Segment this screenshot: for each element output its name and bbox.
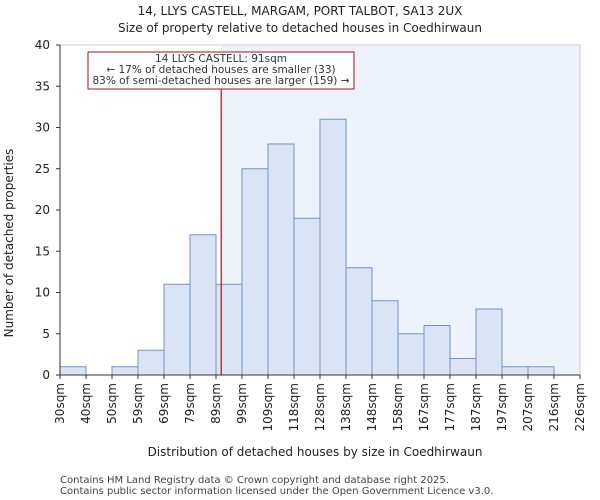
annotation-line-1: 14 LLYS CASTELL: 91sqm	[155, 53, 287, 65]
y-tick-label: 40	[35, 38, 50, 52]
annotation-line-2: ← 17% of detached houses are smaller (33…	[106, 64, 335, 76]
bar-118sqm	[293, 217, 321, 376]
x-tick-label: 187sqm	[469, 383, 483, 431]
bar-177sqm	[449, 358, 477, 376]
bar-109sqm	[267, 143, 295, 376]
x-tick-label: 40sqm	[79, 383, 93, 424]
y-tick-label: 5	[42, 327, 50, 341]
bar-30sqm	[59, 366, 87, 376]
y-tick-label: 20	[35, 203, 50, 217]
x-axis: 30sqm 40sqm 50sqm 59sqm 69sqm 79sqm 89sqm 99sqm…	[53, 374, 587, 431]
x-tick-label: 69sqm	[157, 383, 171, 424]
x-tick-label: 50sqm	[105, 383, 119, 424]
bar-187sqm	[475, 308, 503, 376]
x-tick-label: 109sqm	[261, 383, 275, 431]
y-axis: 0 5 10 15 20 25 30 35 40	[35, 38, 61, 382]
footer-line-2: Contains public sector information licen…	[60, 486, 493, 497]
bar-197sqm	[501, 366, 529, 376]
bar-89sqm	[215, 283, 243, 376]
x-tick-label: 158sqm	[391, 383, 405, 431]
x-tick-label: 207sqm	[521, 383, 535, 431]
annotation-box: 14 LLYS CASTELL: 91sqm ← 17% of detached…	[87, 51, 355, 90]
x-tick-label: 59sqm	[131, 383, 145, 424]
x-tick-label: 118sqm	[287, 383, 301, 431]
bars	[59, 118, 555, 376]
x-tick-label: 30sqm	[53, 383, 67, 424]
bar-158sqm	[397, 333, 425, 376]
x-tick-label: 79sqm	[183, 383, 197, 424]
x-tick-label: 226sqm	[573, 383, 587, 431]
y-axis-label: Number of detached properties	[2, 149, 16, 338]
bar-50sqm	[111, 366, 139, 376]
bar-69sqm	[163, 283, 191, 376]
x-tick-label: 138sqm	[339, 383, 353, 431]
bar-207sqm	[527, 366, 555, 376]
footer-line-1: Contains HM Land Registry data © Crown c…	[60, 475, 449, 486]
y-tick-label: 30	[35, 121, 50, 135]
x-tick-label: 89sqm	[209, 383, 223, 424]
bar-128sqm	[319, 118, 347, 376]
annotation-frame	[87, 51, 355, 90]
y-tick-label: 35	[35, 79, 50, 93]
chart-subtitle: Size of property relative to detached ho…	[118, 21, 482, 35]
x-tick-label: 197sqm	[495, 383, 509, 431]
y-tick-label: 25	[35, 162, 50, 176]
y-tick-label: 15	[35, 244, 50, 258]
annotation-line-3: 83% of semi-detached houses are larger (…	[93, 75, 350, 87]
bar-59sqm	[137, 349, 165, 376]
chart-title: 14, LLYS CASTELL, MARGAM, PORT TALBOT, S…	[138, 4, 463, 18]
bar-138sqm	[345, 267, 373, 376]
y-tick-label: 10	[35, 286, 50, 300]
x-tick-label: 177sqm	[443, 383, 457, 431]
x-tick-label: 216sqm	[547, 383, 561, 431]
bar-79sqm	[189, 234, 217, 376]
bar-99sqm	[241, 168, 269, 376]
y-tick-label: 0	[42, 368, 50, 382]
x-axis-label: Distribution of detached houses by size …	[148, 445, 483, 459]
x-tick-label: 99sqm	[235, 383, 249, 424]
x-tick-label: 167sqm	[417, 383, 431, 431]
x-tick-label: 128sqm	[313, 383, 327, 431]
bar-148sqm	[371, 300, 399, 376]
x-tick-label: 148sqm	[365, 383, 379, 431]
bar-167sqm	[423, 325, 451, 376]
